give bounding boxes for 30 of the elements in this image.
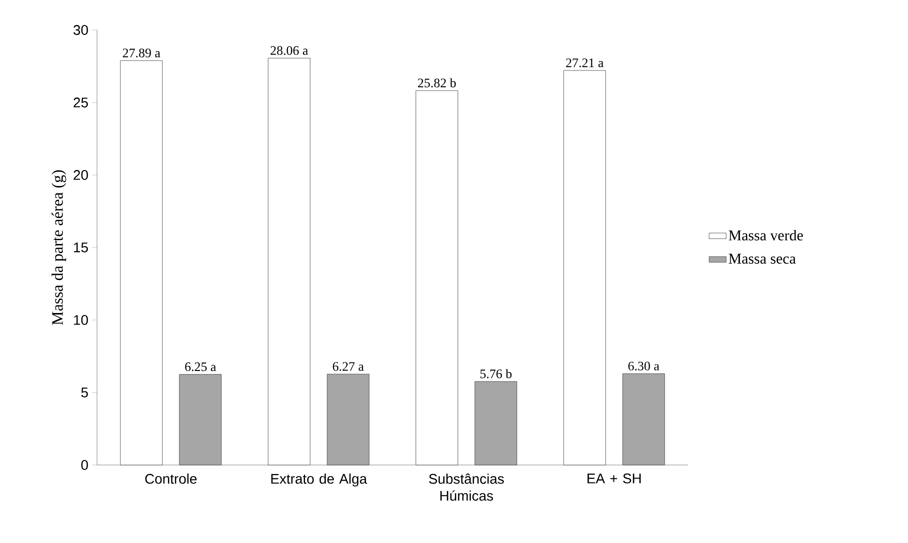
bar	[120, 60, 163, 466]
data-label: 25.82 b	[418, 78, 456, 88]
x-tick-label: Extrato de Alga	[271, 474, 368, 487]
y-tick-label: 25	[74, 98, 88, 108]
bar	[622, 373, 665, 466]
bar	[563, 70, 606, 466]
y-tick-label: 20	[74, 170, 88, 180]
data-label: 27.89 a	[122, 48, 160, 58]
data-label: 6.30 a	[628, 362, 660, 370]
bar	[326, 374, 370, 466]
data-label: 5.76 b	[480, 369, 512, 378]
bar	[474, 381, 518, 466]
y-tick-label: 5	[81, 388, 88, 398]
data-label: 6.25 a	[185, 362, 216, 372]
y-axis-title: Massa da parte aérea (g)	[52, 170, 66, 325]
bar	[416, 90, 458, 466]
bar	[268, 58, 310, 466]
data-label: 28.06 a	[270, 46, 308, 55]
y-tick-label: 30	[73, 25, 88, 35]
bar	[179, 374, 222, 466]
data-label: 6.27 a	[332, 362, 364, 371]
x-tick-label: Substâncias Húmicas	[429, 474, 504, 501]
y-tick-label: 0	[81, 460, 88, 470]
y-tick-label: 10	[74, 315, 88, 325]
data-label: 27.21 a	[566, 58, 604, 68]
x-tick-label: Controle	[145, 474, 197, 484]
legend-label: Massa verde	[728, 230, 803, 240]
x-tick-label: EA + SH	[588, 474, 641, 484]
y-tick-label: 15	[74, 242, 88, 252]
legend-label: Massa seca	[728, 254, 796, 264]
